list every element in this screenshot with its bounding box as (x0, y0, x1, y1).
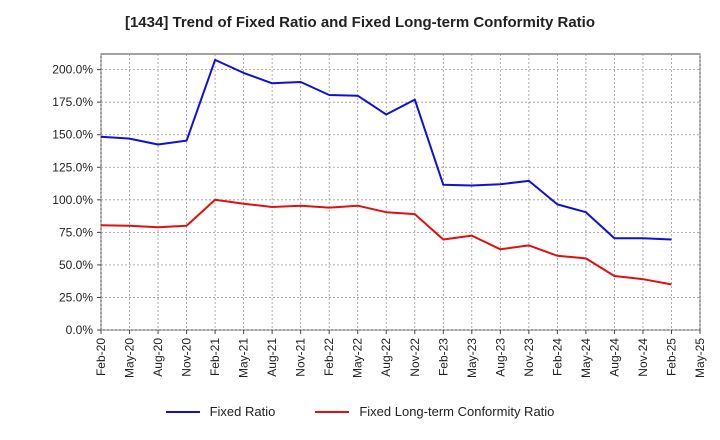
x-tick-label: Aug-22 (379, 338, 393, 377)
series-line-fixed-ratio (100, 58, 672, 241)
y-tick-label: 0.0% (66, 323, 94, 337)
legend: Fixed Ratio Fixed Long-term Conformity R… (0, 404, 720, 419)
x-tick-label: Nov-24 (636, 338, 650, 377)
legend-label-fixed-long-term-conformity-ratio: Fixed Long-term Conformity Ratio (359, 404, 555, 419)
x-tick-label: May-20 (123, 338, 137, 378)
x-tick-label: Nov-20 (180, 338, 194, 377)
x-tick-label: May-21 (237, 338, 251, 378)
y-tick-label: 100.0% (52, 193, 93, 207)
x-tick-label: Aug-24 (607, 338, 621, 377)
x-tick-label: Feb-23 (436, 338, 450, 376)
plot-area (100, 53, 701, 331)
x-tick-label: May-23 (465, 338, 479, 378)
x-tick-label: Feb-25 (664, 338, 678, 376)
y-tick-label: 75.0% (59, 225, 93, 239)
x-tick-label: Aug-20 (151, 338, 165, 377)
x-tick-label: Aug-21 (265, 338, 279, 377)
legend-label-fixed-ratio: Fixed Ratio (209, 404, 276, 419)
x-tick-label: Aug-23 (493, 338, 507, 377)
y-tick-label: 150.0% (52, 128, 93, 142)
y-tick-label: 175.0% (52, 95, 93, 109)
x-tick-label: Feb-21 (208, 338, 222, 376)
series-line-fixed-long-term-conformity-ratio (100, 198, 672, 286)
chart-title: [1434] Trend of Fixed Ratio and Fixed Lo… (124, 14, 596, 31)
x-tick-label: May-25 (693, 338, 707, 378)
legend-swatch-fixed-long-term-conformity-ratio (315, 410, 350, 413)
x-tick-label: May-22 (351, 338, 365, 378)
x-tick-label: Nov-23 (522, 338, 536, 377)
y-tick-label: 125.0% (52, 160, 93, 174)
x-tick-label: Feb-22 (322, 338, 336, 376)
y-tick-label: 25.0% (59, 290, 93, 304)
y-tick-label: 200.0% (52, 63, 93, 77)
legend-item-fixed-ratio: Fixed Ratio (165, 404, 276, 419)
x-tick-label: Feb-20 (94, 338, 108, 376)
x-tick-label: Nov-21 (294, 338, 308, 377)
legend-item-fixed-long-term-conformity-ratio: Fixed Long-term Conformity Ratio (315, 404, 554, 419)
x-tick-label: May-24 (579, 338, 593, 378)
legend-swatch-fixed-ratio (165, 410, 200, 413)
x-tick-label: Nov-22 (408, 338, 422, 377)
x-tick-label: Feb-24 (550, 338, 564, 376)
y-tick-label: 50.0% (59, 258, 93, 272)
